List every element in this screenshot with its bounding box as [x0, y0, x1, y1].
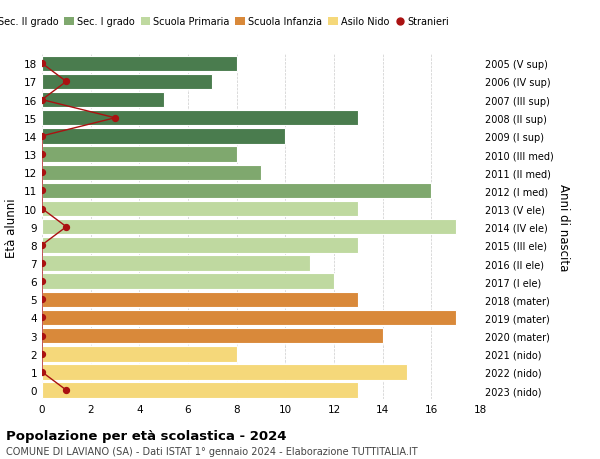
Point: [37, 61, 47, 68]
Point: [37, 97, 47, 104]
Point: [37, 169, 47, 177]
Point: [37, 206, 47, 213]
Bar: [42, 382, 358, 398]
Bar: [42, 292, 358, 308]
Bar: [42, 183, 431, 199]
Bar: [42, 165, 261, 180]
Bar: [42, 93, 164, 108]
Legend: Sec. II grado, Sec. I grado, Scuola Primaria, Scuola Infanzia, Asilo Nido, Stran: Sec. II grado, Sec. I grado, Scuola Prim…: [0, 13, 453, 31]
Bar: [42, 111, 358, 126]
Bar: [42, 56, 236, 72]
Bar: [42, 328, 383, 344]
Bar: [42, 310, 455, 325]
Point: [37, 241, 47, 249]
Point: [37, 314, 47, 321]
Bar: [42, 147, 236, 162]
Bar: [42, 129, 286, 144]
Bar: [42, 364, 407, 380]
Point: [62, 386, 71, 394]
Bar: [42, 74, 212, 90]
Point: [37, 151, 47, 158]
Point: [37, 296, 47, 303]
Bar: [42, 274, 334, 289]
Bar: [42, 347, 236, 362]
Bar: [42, 219, 455, 235]
Point: [110, 115, 120, 122]
Point: [62, 224, 71, 231]
Y-axis label: Anni di nascita: Anni di nascita: [557, 184, 570, 271]
Text: Popolazione per età scolastica - 2024: Popolazione per età scolastica - 2024: [6, 429, 287, 442]
Bar: [42, 238, 358, 253]
Point: [37, 332, 47, 340]
Text: COMUNE DI LAVIANO (SA) - Dati ISTAT 1° gennaio 2024 - Elaborazione TUTTITALIA.IT: COMUNE DI LAVIANO (SA) - Dati ISTAT 1° g…: [6, 446, 418, 456]
Point: [37, 369, 47, 376]
Point: [62, 78, 71, 86]
Point: [37, 350, 47, 358]
Bar: [42, 256, 310, 271]
Point: [37, 187, 47, 195]
Point: [37, 133, 47, 140]
Bar: [42, 202, 358, 217]
Point: [37, 278, 47, 285]
Y-axis label: Età alunni: Età alunni: [5, 197, 19, 257]
Point: [37, 260, 47, 267]
